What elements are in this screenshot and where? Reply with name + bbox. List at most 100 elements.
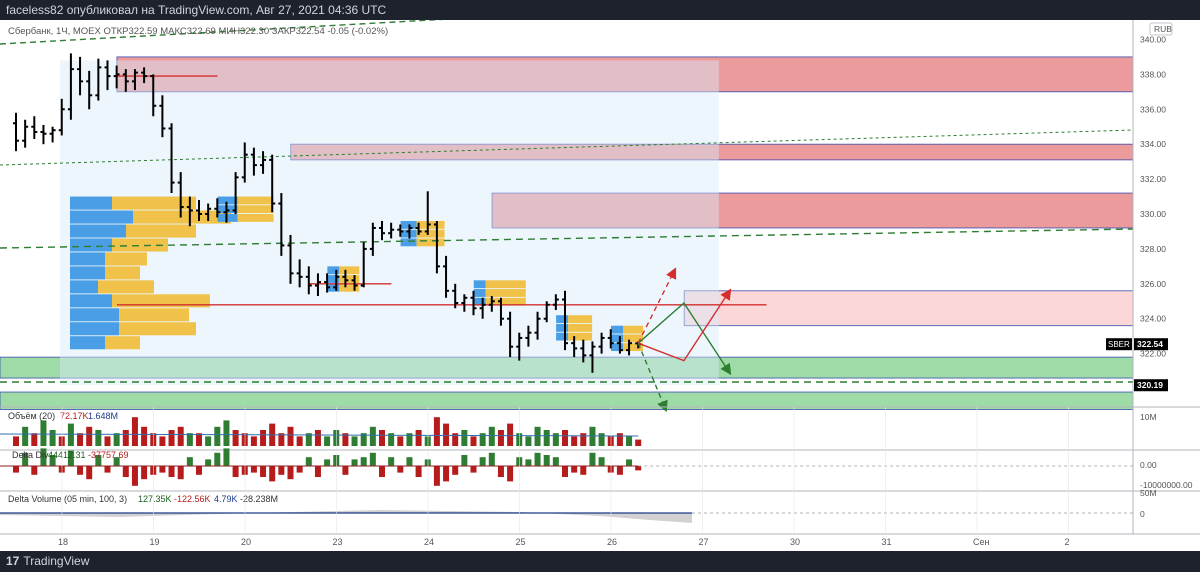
candle [333,269,340,291]
candle [150,74,157,117]
x-tick-label: 31 [882,537,892,547]
delta-bar [314,466,321,477]
y-tick-label: 330.00 [1140,209,1166,219]
chart-canvas[interactable]: Сбербанк, 1Ч, MOEX ОТКР322.59 МАКС322.69… [0,20,1200,551]
volume-bar [488,426,495,446]
candle [305,266,312,295]
volume-bar [278,433,285,446]
volume-bar [534,426,541,446]
marked-level-tag[interactable]: 320.19 [1134,379,1168,392]
candle [324,273,331,293]
volume-pane[interactable] [0,417,642,446]
currency-badge[interactable] [1149,22,1173,36]
volume-bar [77,433,84,446]
delta-bar [214,452,221,466]
volume-bar [443,423,450,446]
volume-bar [104,436,111,446]
zone-resistance_light-3 [683,290,1134,327]
delta-bar [49,455,56,466]
volume-bar [470,436,477,446]
delta-bar [296,466,303,473]
profile-bar-yellow [112,238,168,252]
candle [534,311,541,340]
delta-bar [205,459,212,466]
profile-bar-blue [217,196,238,205]
profile-bar-yellow [339,275,360,283]
horizontal-lines-layer [116,75,767,306]
delta-bar [443,466,450,482]
last-price-value: 322.54 [1137,339,1163,349]
profile-bar-yellow [98,280,154,294]
x-tick-label: 19 [150,537,160,547]
delta-bar [589,452,596,466]
candle [598,332,605,354]
profile-bar-blue [217,205,238,214]
volume-bar [141,426,148,446]
trend-line-mid[interactable] [0,129,1134,166]
candle [113,65,120,89]
y-tick-label: 334.00 [1140,139,1166,149]
x-tick-label: 2 [1065,537,1070,547]
volume-bar [122,430,129,446]
profile-bar-yellow [623,325,643,334]
delta-bar [22,452,29,466]
volume-bar [305,433,312,446]
volume-bar [31,433,38,446]
profile-bar-yellow [623,334,643,343]
currency-label: RUB [1154,24,1172,34]
delta-bar [86,466,93,480]
projection-green-0 [637,301,732,376]
volume-bar [397,436,404,446]
delta-bar [351,459,358,466]
dvol-area [0,510,692,523]
delta-y-tick-0: 0.00 [1140,460,1157,470]
last-price-tag[interactable]: SBER 322.54 [1106,338,1168,351]
profile-bar-blue [473,280,486,289]
volume-bar [626,436,633,446]
delta-bar [626,459,633,466]
volume-bar [214,426,221,446]
footer-brand[interactable]: TradingView [23,554,90,568]
dvol-value-2: -122.56K [174,494,211,504]
trend-lines-layer [0,20,1134,383]
volume-bar [598,433,605,446]
profile-bar-blue [70,308,119,322]
y-tick-label: 324.00 [1140,314,1166,324]
profile-bar-blue [556,332,569,341]
delta-bar [470,466,477,473]
volume-bar [287,426,294,446]
profile-bar-blue [70,294,112,308]
delta-div-pane[interactable] [0,448,1133,486]
delta-bar [186,457,193,466]
candle [497,297,504,326]
volume-bar [415,430,422,446]
y-tick-label: 336.00 [1140,104,1166,114]
profile-bar-yellow [105,266,140,280]
price-axis[interactable] [1133,20,1200,551]
volume-bar [616,433,623,446]
profile-bar-yellow [416,229,445,238]
volume-bar [589,426,596,446]
tradingview-logo-icon[interactable]: 17 [6,554,20,568]
volume-bar [479,433,486,446]
volume-bar [562,430,568,446]
trend-line-top[interactable] [0,20,485,45]
candle [58,98,65,136]
volume-bar [250,436,257,446]
candle [104,60,111,91]
volume-bar [379,430,385,446]
candle [470,290,477,316]
y-ticks: 340.00 338.00 336.00 334.00 332.00 330.00 328.… [1140,34,1166,358]
dvol-value-1: 127.35K [138,494,172,504]
candle [77,56,84,96]
projection-red-1 [637,288,732,362]
volume-bar [351,436,358,446]
time-axis[interactable]: 18 19 20 23 24 25 26 27 30 31 Сен 2 [58,407,1070,547]
volume-bar [168,430,175,446]
volume-bar [314,430,321,446]
delta-bar [562,466,568,477]
zones-layer [0,56,1134,410]
delta-volume-pane[interactable] [0,510,1133,523]
trend-line-lower[interactable] [0,228,1134,249]
